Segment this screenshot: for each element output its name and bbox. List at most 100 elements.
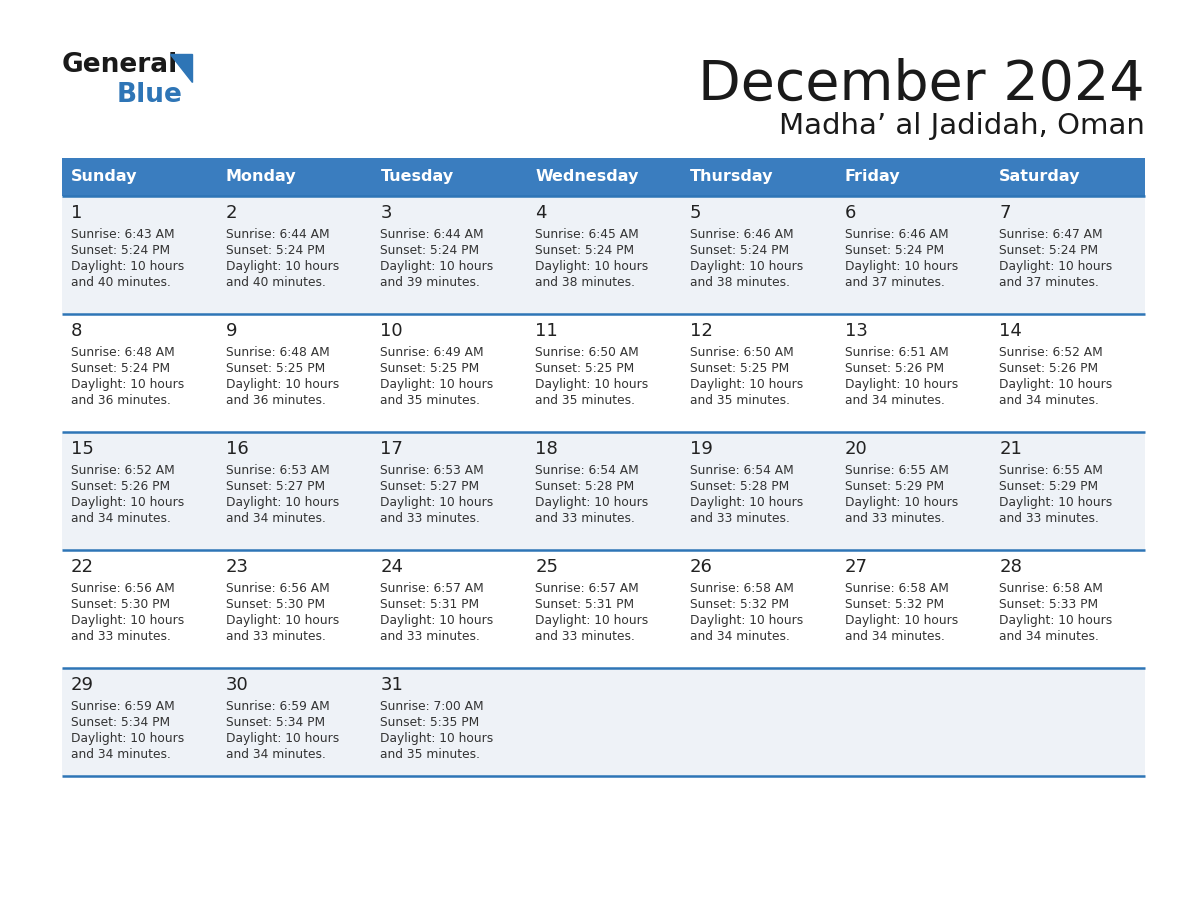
Bar: [62, 314, 1145, 432]
Text: Sunrise: 6:52 AM: Sunrise: 6:52 AM: [999, 346, 1102, 359]
Text: Daylight: 10 hours: Daylight: 10 hours: [71, 496, 184, 509]
Bar: [62, 196, 1145, 314]
Text: Sunrise: 6:57 AM: Sunrise: 6:57 AM: [535, 582, 639, 595]
Text: 3: 3: [380, 204, 392, 222]
Bar: [681, 158, 835, 196]
Bar: [62, 550, 1145, 668]
Text: and 33 minutes.: and 33 minutes.: [226, 630, 326, 643]
Text: Wednesday: Wednesday: [535, 170, 638, 185]
Text: Daylight: 10 hours: Daylight: 10 hours: [999, 614, 1112, 627]
Text: 1: 1: [71, 204, 82, 222]
Text: Daylight: 10 hours: Daylight: 10 hours: [380, 614, 494, 627]
Text: Sunset: 5:24 PM: Sunset: 5:24 PM: [380, 244, 480, 257]
Text: Sunrise: 6:47 AM: Sunrise: 6:47 AM: [999, 228, 1102, 241]
Text: and 35 minutes.: and 35 minutes.: [535, 394, 636, 407]
Bar: [62, 158, 216, 196]
Text: Sunrise: 6:56 AM: Sunrise: 6:56 AM: [226, 582, 329, 595]
Text: Sunset: 5:27 PM: Sunset: 5:27 PM: [226, 480, 324, 493]
Text: 19: 19: [690, 440, 713, 458]
Text: 29: 29: [71, 676, 94, 694]
Text: Friday: Friday: [845, 170, 901, 185]
Text: Sunset: 5:34 PM: Sunset: 5:34 PM: [71, 716, 170, 729]
Text: Sunrise: 6:48 AM: Sunrise: 6:48 AM: [71, 346, 175, 359]
Polygon shape: [170, 54, 192, 82]
Text: Sunrise: 6:43 AM: Sunrise: 6:43 AM: [71, 228, 175, 241]
Text: 17: 17: [380, 440, 403, 458]
Text: Saturday: Saturday: [999, 170, 1081, 185]
Text: Sunset: 5:28 PM: Sunset: 5:28 PM: [690, 480, 789, 493]
Text: Sunset: 5:29 PM: Sunset: 5:29 PM: [999, 480, 1099, 493]
Text: Daylight: 10 hours: Daylight: 10 hours: [845, 260, 958, 273]
Text: and 36 minutes.: and 36 minutes.: [226, 394, 326, 407]
Bar: [835, 158, 991, 196]
Text: 15: 15: [71, 440, 94, 458]
Text: and 33 minutes.: and 33 minutes.: [71, 630, 171, 643]
Bar: [62, 432, 1145, 550]
Text: and 40 minutes.: and 40 minutes.: [226, 276, 326, 289]
Text: Sunset: 5:30 PM: Sunset: 5:30 PM: [71, 598, 170, 611]
Text: Daylight: 10 hours: Daylight: 10 hours: [690, 614, 803, 627]
Text: Daylight: 10 hours: Daylight: 10 hours: [845, 496, 958, 509]
Text: Sunset: 5:26 PM: Sunset: 5:26 PM: [845, 362, 943, 375]
Text: 5: 5: [690, 204, 701, 222]
Text: 7: 7: [999, 204, 1011, 222]
Text: Thursday: Thursday: [690, 170, 773, 185]
Text: 20: 20: [845, 440, 867, 458]
Text: and 33 minutes.: and 33 minutes.: [690, 512, 790, 525]
Text: Sunrise: 6:53 AM: Sunrise: 6:53 AM: [380, 464, 485, 477]
Text: 30: 30: [226, 676, 248, 694]
Text: Sunset: 5:31 PM: Sunset: 5:31 PM: [380, 598, 480, 611]
Text: Sunset: 5:24 PM: Sunset: 5:24 PM: [999, 244, 1099, 257]
Text: Sunset: 5:31 PM: Sunset: 5:31 PM: [535, 598, 634, 611]
Text: Sunset: 5:24 PM: Sunset: 5:24 PM: [226, 244, 324, 257]
Text: Daylight: 10 hours: Daylight: 10 hours: [71, 260, 184, 273]
Text: Daylight: 10 hours: Daylight: 10 hours: [999, 260, 1112, 273]
Text: Sunset: 5:24 PM: Sunset: 5:24 PM: [845, 244, 943, 257]
Text: 8: 8: [71, 322, 82, 340]
Text: and 33 minutes.: and 33 minutes.: [380, 630, 480, 643]
Text: Sunrise: 6:58 AM: Sunrise: 6:58 AM: [845, 582, 948, 595]
Text: Daylight: 10 hours: Daylight: 10 hours: [999, 496, 1112, 509]
Text: Daylight: 10 hours: Daylight: 10 hours: [535, 614, 649, 627]
Text: 13: 13: [845, 322, 867, 340]
Text: Sunrise: 6:57 AM: Sunrise: 6:57 AM: [380, 582, 485, 595]
Text: and 33 minutes.: and 33 minutes.: [380, 512, 480, 525]
Text: and 34 minutes.: and 34 minutes.: [999, 630, 1099, 643]
Text: Daylight: 10 hours: Daylight: 10 hours: [71, 614, 184, 627]
Text: Sunrise: 6:58 AM: Sunrise: 6:58 AM: [999, 582, 1104, 595]
Text: Sunrise: 6:50 AM: Sunrise: 6:50 AM: [535, 346, 639, 359]
Text: Sunrise: 6:44 AM: Sunrise: 6:44 AM: [226, 228, 329, 241]
Text: Daylight: 10 hours: Daylight: 10 hours: [226, 732, 339, 745]
Text: Tuesday: Tuesday: [380, 170, 454, 185]
Text: Daylight: 10 hours: Daylight: 10 hours: [535, 260, 649, 273]
Text: 31: 31: [380, 676, 403, 694]
Text: Sunset: 5:33 PM: Sunset: 5:33 PM: [999, 598, 1099, 611]
Text: Sunrise: 6:53 AM: Sunrise: 6:53 AM: [226, 464, 329, 477]
Text: and 33 minutes.: and 33 minutes.: [535, 512, 636, 525]
Text: Sunrise: 6:54 AM: Sunrise: 6:54 AM: [690, 464, 794, 477]
Text: and 34 minutes.: and 34 minutes.: [845, 630, 944, 643]
Text: Daylight: 10 hours: Daylight: 10 hours: [380, 732, 494, 745]
Text: 11: 11: [535, 322, 558, 340]
Text: Daylight: 10 hours: Daylight: 10 hours: [71, 732, 184, 745]
Text: Daylight: 10 hours: Daylight: 10 hours: [226, 614, 339, 627]
Text: and 33 minutes.: and 33 minutes.: [999, 512, 1099, 525]
Text: Sunrise: 6:56 AM: Sunrise: 6:56 AM: [71, 582, 175, 595]
Text: 24: 24: [380, 558, 404, 576]
Text: Daylight: 10 hours: Daylight: 10 hours: [380, 496, 494, 509]
Text: Sunset: 5:24 PM: Sunset: 5:24 PM: [71, 362, 170, 375]
Text: Sunset: 5:34 PM: Sunset: 5:34 PM: [226, 716, 324, 729]
Text: Daylight: 10 hours: Daylight: 10 hours: [71, 378, 184, 391]
Text: Daylight: 10 hours: Daylight: 10 hours: [380, 378, 494, 391]
Text: Sunset: 5:25 PM: Sunset: 5:25 PM: [226, 362, 326, 375]
Text: Daylight: 10 hours: Daylight: 10 hours: [226, 260, 339, 273]
Text: 2: 2: [226, 204, 238, 222]
Text: and 39 minutes.: and 39 minutes.: [380, 276, 480, 289]
Text: Sunrise: 6:59 AM: Sunrise: 6:59 AM: [226, 700, 329, 713]
Text: Sunset: 5:25 PM: Sunset: 5:25 PM: [690, 362, 789, 375]
Text: and 34 minutes.: and 34 minutes.: [226, 512, 326, 525]
Text: and 36 minutes.: and 36 minutes.: [71, 394, 171, 407]
Text: Sunset: 5:28 PM: Sunset: 5:28 PM: [535, 480, 634, 493]
Text: and 33 minutes.: and 33 minutes.: [535, 630, 636, 643]
Text: 6: 6: [845, 204, 855, 222]
